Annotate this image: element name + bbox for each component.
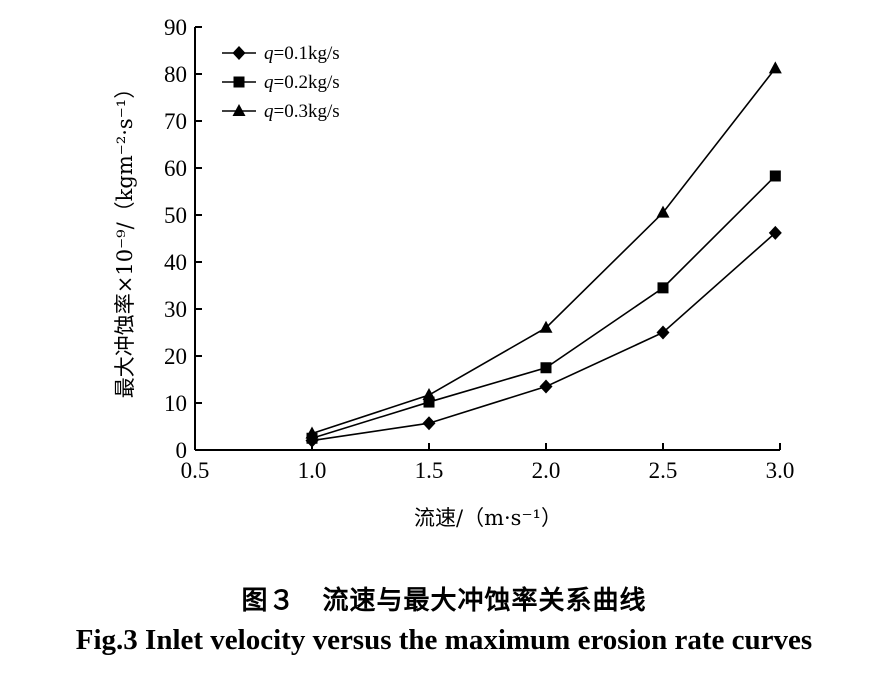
x-tick-label: 1.0 <box>298 458 327 483</box>
y-tick-label: 0 <box>176 438 188 463</box>
x-ticks: 0.5 1.0 1.5 2.0 2.5 3.0 <box>181 443 795 483</box>
series-triangle <box>305 61 782 439</box>
x-tick-label: 1.5 <box>415 458 444 483</box>
legend-variable: q <box>264 43 274 64</box>
x-tick-label: 2.5 <box>649 458 678 483</box>
data-point-triangle <box>422 388 436 401</box>
data-point-triangle <box>305 426 319 439</box>
y-tick-label: 20 <box>164 344 187 369</box>
series-diamond <box>305 225 782 448</box>
y-tick-label: 50 <box>164 203 187 228</box>
x-tick-label: 2.0 <box>532 458 561 483</box>
figure-caption-chinese: 图３ 流速与最大冲蚀率关系曲线 <box>241 586 647 616</box>
data-point-square <box>423 396 435 408</box>
y-ticks: 0 10 20 30 40 50 60 70 80 90 <box>164 15 202 463</box>
figure-caption-english: Fig.3 Inlet velocity versus the maximum … <box>75 624 813 656</box>
legend-value: =0.3kg/s <box>274 101 340 122</box>
data-point-square <box>657 282 669 294</box>
data-point-diamond <box>656 325 670 340</box>
data-point-triangle <box>232 104 246 116</box>
data-point-diamond <box>539 379 553 394</box>
series-layer <box>305 61 782 448</box>
data-point-diamond <box>232 46 246 60</box>
y-tick-label: 70 <box>164 109 187 134</box>
data-point-triangle <box>768 61 782 74</box>
y-tick-label: 10 <box>164 391 187 416</box>
data-point-square <box>233 76 245 88</box>
y-tick-label: 40 <box>164 250 187 275</box>
series-square <box>306 170 781 444</box>
erosion-chart: 0.5 1.0 1.5 2.0 2.5 3.0 0 10 20 30 40 50 60 70 80 90 q… <box>113 15 795 530</box>
legend-label: q=0.2kg/s <box>264 72 340 93</box>
x-tick-label: 3.0 <box>766 458 795 483</box>
series-line <box>311 67 776 435</box>
legend-value: =0.1kg/s <box>274 43 340 64</box>
series-line <box>311 175 776 440</box>
legend-item: q=0.1kg/s <box>222 43 340 64</box>
legend-label: q=0.3kg/s <box>264 101 340 122</box>
legend-variable: q <box>264 72 274 93</box>
y-tick-label: 60 <box>164 156 187 181</box>
y-tick-label: 30 <box>164 297 187 322</box>
y-axis-label: 最大冲蚀率×10⁻⁹/（kgm⁻²·s⁻¹） <box>113 78 137 398</box>
data-point-triangle <box>539 320 553 333</box>
x-axis-label: 流速/（m·s⁻¹） <box>414 506 562 530</box>
y-tick-label: 90 <box>164 15 187 40</box>
data-point-diamond <box>768 225 782 240</box>
legend-item: q=0.3kg/s <box>222 101 340 122</box>
data-point-square <box>540 362 552 374</box>
x-tick-label: 0.5 <box>181 458 210 483</box>
series-line <box>311 232 776 442</box>
legend-label: q=0.1kg/s <box>264 43 340 64</box>
data-point-diamond <box>422 416 436 431</box>
data-point-square <box>769 170 781 182</box>
legend: q=0.1kg/sq=0.2kg/sq=0.3kg/s <box>222 43 340 122</box>
data-point-triangle <box>656 205 670 218</box>
legend-item: q=0.2kg/s <box>222 72 340 93</box>
legend-variable: q <box>264 101 274 122</box>
legend-value: =0.2kg/s <box>274 72 340 93</box>
axes <box>194 27 780 451</box>
y-tick-label: 80 <box>164 62 187 87</box>
